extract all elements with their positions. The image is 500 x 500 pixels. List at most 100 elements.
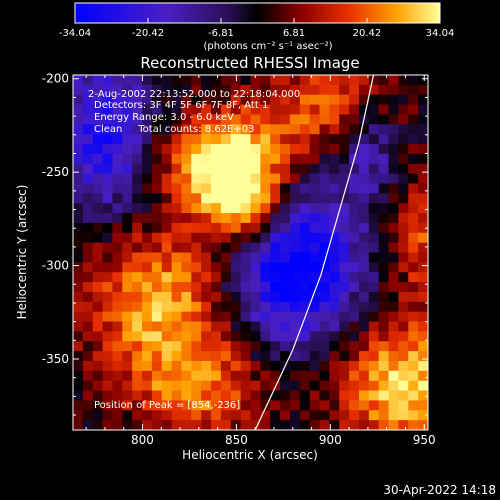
heatmap-cell <box>319 134 330 145</box>
heatmap-cell <box>112 400 123 411</box>
heatmap-cell <box>329 390 340 402</box>
heatmap-cell <box>102 380 114 392</box>
heatmap-cell <box>309 104 321 116</box>
heatmap-cell <box>339 173 350 185</box>
heatmap-cell <box>398 163 409 175</box>
heatmap-cell <box>171 163 183 175</box>
heatmap-cell <box>161 301 173 313</box>
heatmap-cell <box>329 291 340 303</box>
heatmap-cell <box>378 114 390 125</box>
heatmap-cell <box>132 84 143 96</box>
heatmap-cell <box>151 134 163 145</box>
heatmap-cell <box>408 291 419 303</box>
heatmap-cell <box>418 104 428 116</box>
heatmap-cell <box>171 203 183 214</box>
heatmap-cell <box>358 193 370 204</box>
heatmap-cell <box>220 420 232 430</box>
heatmap-cell <box>329 193 340 204</box>
heatmap-cell <box>191 134 202 145</box>
heatmap-cell <box>92 410 104 421</box>
heatmap-cell <box>398 104 409 116</box>
heatmap-cell <box>201 331 212 342</box>
heatmap-cell <box>358 203 370 214</box>
heatmap-cell <box>122 232 133 244</box>
heatmap-cell <box>408 321 419 332</box>
heatmap-cell <box>250 351 261 362</box>
heatmap-cell <box>280 114 291 125</box>
heatmap-cell <box>201 163 212 175</box>
heatmap-cell <box>280 163 291 175</box>
heatmap-cell <box>151 213 163 224</box>
heatmap-cell <box>289 222 301 234</box>
heatmap-cell <box>220 144 232 155</box>
heatmap-cell <box>309 222 321 234</box>
heatmap-cell <box>398 173 409 185</box>
heatmap-cell <box>349 183 360 194</box>
heatmap-cell <box>112 282 123 293</box>
heatmap-cell <box>309 351 321 362</box>
heatmap-cell <box>289 134 301 145</box>
heatmap-cell <box>309 400 321 411</box>
heatmap-cell <box>309 114 321 125</box>
heatmap-cell <box>388 114 400 125</box>
heatmap-cell <box>132 173 143 185</box>
heatmap-cell <box>92 331 104 342</box>
heatmap-cell <box>122 104 133 116</box>
heatmap-cell <box>378 341 390 352</box>
heatmap-cell <box>339 153 350 165</box>
heatmap-cell <box>82 321 94 332</box>
heatmap-cell <box>358 291 370 303</box>
heatmap-cell <box>220 400 232 411</box>
heatmap-cell <box>161 114 173 125</box>
heatmap-cell <box>151 183 163 194</box>
heatmap-cell <box>309 144 321 155</box>
heatmap-cell <box>122 183 133 194</box>
heatmap-cell <box>378 193 390 204</box>
heatmap-cell <box>102 75 114 86</box>
heatmap-cell <box>211 370 222 382</box>
heatmap-cell <box>201 203 212 214</box>
heatmap-cell <box>161 321 173 332</box>
heatmap-cell <box>191 242 202 254</box>
heatmap-cell <box>211 134 222 145</box>
heatmap-cell <box>151 272 163 283</box>
heatmap-cell <box>250 163 261 175</box>
heatmap-cell <box>191 94 202 106</box>
heatmap-cell <box>270 420 281 430</box>
heatmap-cell <box>319 232 330 244</box>
heatmap-cell <box>191 341 202 352</box>
heatmap-cell <box>73 282 84 293</box>
heatmap-cell <box>191 360 202 372</box>
heatmap-cell <box>378 282 390 293</box>
heatmap-cell <box>418 341 428 352</box>
heatmap-cell <box>122 390 133 402</box>
heatmap-cell <box>418 163 428 175</box>
x-tick-label: 800 <box>131 433 154 447</box>
heatmap-cell <box>398 193 409 204</box>
heatmap-cell <box>398 272 409 283</box>
heatmap-cell <box>368 153 380 165</box>
heatmap-cell <box>102 124 114 135</box>
heatmap-cell <box>73 311 84 323</box>
heatmap-cell <box>82 193 94 204</box>
heatmap-cell <box>388 232 400 244</box>
heatmap-cell <box>280 84 291 96</box>
heatmap-cell <box>349 94 360 106</box>
heatmap-cell <box>142 213 153 224</box>
heatmap-cell <box>319 321 330 332</box>
heatmap-cell <box>388 282 400 293</box>
heatmap-cell <box>309 153 321 165</box>
heatmap-cell <box>329 301 340 313</box>
heatmap-cell <box>181 301 192 313</box>
heatmap-cell <box>132 351 143 362</box>
heatmap-cell <box>191 282 202 293</box>
heatmap-cell <box>289 282 301 293</box>
heatmap-cell <box>368 134 380 145</box>
heatmap-cell <box>339 75 350 86</box>
heatmap-cell <box>191 114 202 125</box>
heatmap-cell <box>329 380 340 392</box>
heatmap-cell <box>132 370 143 382</box>
heatmap-cell <box>250 75 261 86</box>
heatmap-cell <box>309 311 321 323</box>
heatmap-cell <box>161 370 173 382</box>
